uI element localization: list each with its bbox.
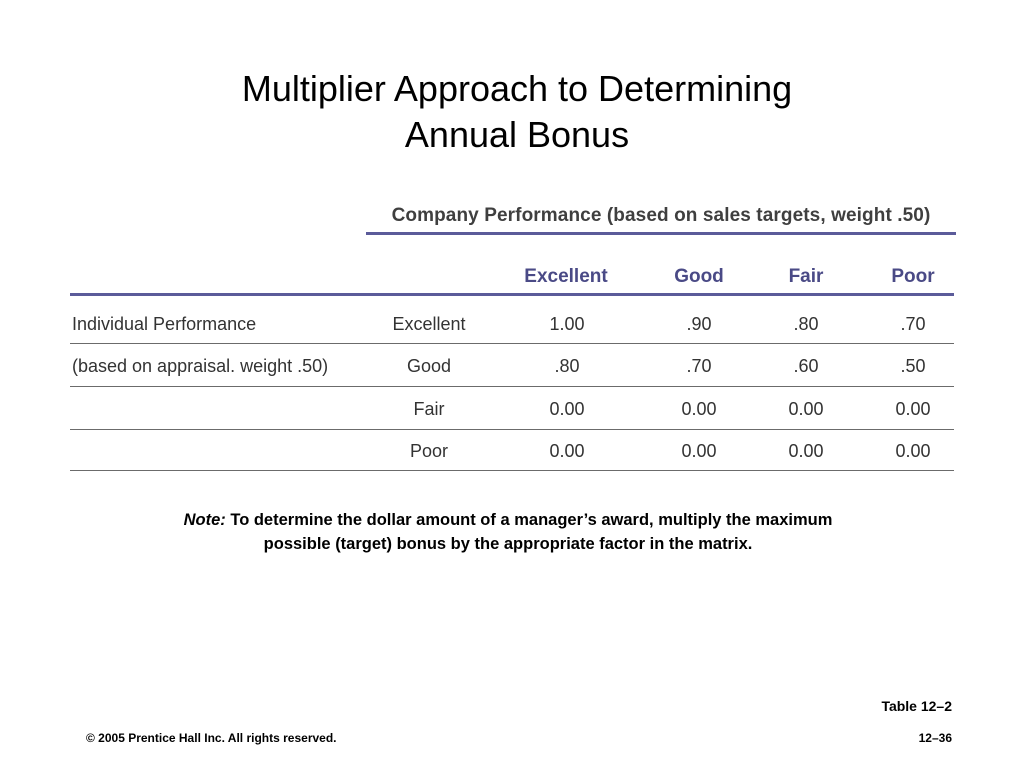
table-cell: .90 — [686, 314, 712, 334]
row-label-poor: Poor — [409, 441, 449, 461]
table-reference: Table 12–2 — [881, 698, 952, 714]
row-label-excellent: Excellent — [392, 314, 466, 334]
table-cell: 0.00 — [549, 441, 585, 461]
note-label: Note: — [183, 511, 226, 529]
table-cell: .70 — [900, 314, 926, 334]
table-cell: .50 — [900, 356, 926, 376]
company-performance-header: Company Performance (based on sales targ… — [391, 205, 931, 226]
table-cell: 0.00 — [681, 441, 717, 461]
table-cell: 0.00 — [788, 441, 824, 461]
table-cell: .80 — [793, 314, 819, 334]
slide-title-line1: Multiplier Approach to Determining — [241, 68, 793, 109]
table-cell: 0.00 — [895, 399, 931, 419]
table-cell: .60 — [793, 356, 819, 376]
table-cell: .70 — [686, 356, 712, 376]
individual-performance-label: Individual Performance — [72, 314, 257, 334]
table-cell: 0.00 — [895, 441, 931, 461]
row-divider — [70, 429, 954, 430]
table-note: Note: To determine the dollar amount of … — [150, 508, 866, 556]
column-header-excellent: Excellent — [524, 266, 608, 287]
column-header-good: Good — [674, 266, 724, 287]
slide-title: Multiplier Approach to Determining Annua… — [0, 66, 1024, 158]
table-cell: 0.00 — [681, 399, 717, 419]
row-divider — [70, 386, 954, 387]
row-divider — [70, 470, 954, 471]
row-label-fair: Fair — [413, 399, 445, 419]
table-cell: .80 — [554, 356, 580, 376]
column-header-rule — [70, 293, 954, 296]
slide-title-line2: Annual Bonus — [404, 114, 630, 155]
row-divider — [70, 343, 954, 344]
table-cell: 0.00 — [549, 399, 585, 419]
column-header-poor: Poor — [891, 266, 935, 287]
row-label-good: Good — [406, 356, 452, 376]
table-cell: 0.00 — [788, 399, 824, 419]
company-header-rule — [366, 232, 956, 235]
column-header-fair: Fair — [788, 266, 824, 287]
copyright-notice: © 2005 Prentice Hall Inc. All rights res… — [86, 731, 337, 745]
page-number: 12–36 — [918, 731, 952, 745]
note-text: To determine the dollar amount of a mana… — [225, 511, 833, 553]
table-cell: 1.00 — [549, 314, 585, 334]
individual-performance-weight-label: (based on appraisal. weight .50) — [72, 356, 329, 376]
